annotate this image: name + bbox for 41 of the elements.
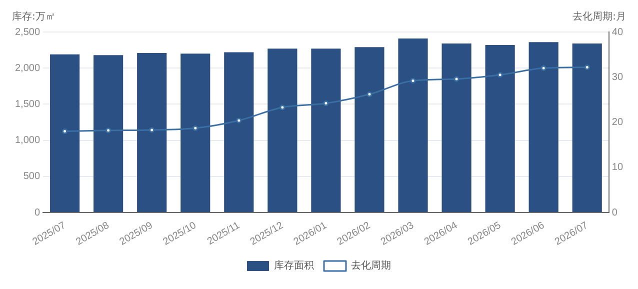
y-tick-label: 0 [34, 207, 40, 218]
point [454, 76, 460, 82]
bar [572, 44, 602, 212]
point [410, 78, 416, 84]
bar [354, 47, 384, 212]
bar [311, 48, 341, 212]
y-tick-label: 1,500 [14, 98, 40, 110]
legend-label: 库存面积 [274, 260, 314, 272]
y2-tick-label: 20 [612, 117, 624, 128]
y2-tick-label: 40 [612, 26, 624, 38]
point [540, 65, 546, 71]
point [366, 92, 372, 98]
y2-tick-label: 10 [612, 162, 624, 174]
point [106, 128, 112, 134]
y2-axis-title: 去化周期:月 [572, 10, 626, 23]
bar [180, 54, 210, 212]
point [497, 72, 503, 78]
y-tick-label: 2,500 [14, 26, 40, 38]
bar [442, 44, 472, 212]
bar [137, 52, 167, 212]
bar [398, 38, 428, 212]
legend-label: 去化周期 [351, 260, 391, 272]
bar [485, 45, 515, 212]
point [62, 128, 68, 134]
point [584, 64, 590, 70]
y2-tick-label: 0 [612, 207, 618, 218]
bar [50, 54, 80, 212]
y2-tick-label: 30 [612, 72, 624, 83]
point [323, 100, 329, 106]
point [280, 104, 286, 110]
bar [224, 52, 254, 212]
point [149, 127, 155, 133]
point [192, 125, 198, 131]
y-tick-label: 1,000 [14, 135, 40, 146]
point [236, 118, 242, 124]
bar [94, 55, 124, 212]
bar [268, 48, 298, 212]
y-axis-title: 库存:万㎡ [12, 10, 56, 23]
bar [528, 42, 558, 212]
y-tick-label: 500 [23, 171, 40, 182]
y-tick-label: 2,000 [14, 62, 40, 74]
